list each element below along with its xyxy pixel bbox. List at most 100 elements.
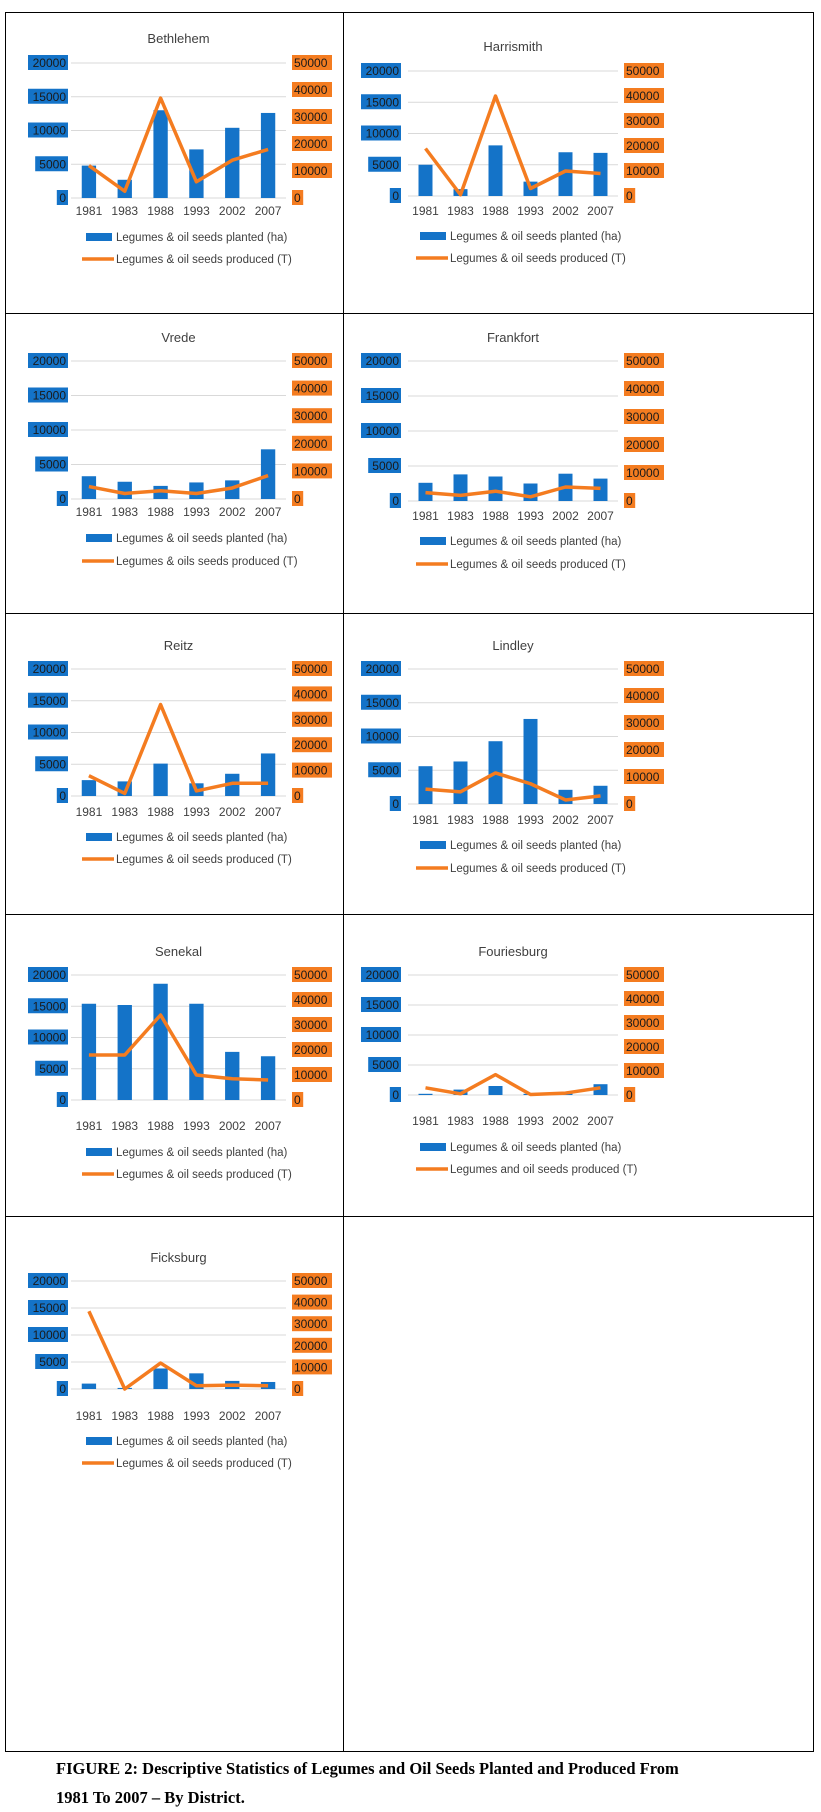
bar-planted-1988 bbox=[153, 984, 167, 1100]
right-tick-label: 30000 bbox=[626, 1016, 660, 1030]
right-tick-label: 50000 bbox=[626, 662, 660, 676]
legend-label-planted: Legumes & oil seeds planted (ha) bbox=[450, 231, 621, 243]
x-tick-label: 1993 bbox=[183, 1409, 210, 1423]
left-tick-label: 20000 bbox=[33, 1274, 67, 1288]
legend-label-produced: Legumes & oil seeds produced (T) bbox=[116, 854, 292, 866]
chart-title: Frankfort bbox=[487, 330, 539, 345]
right-tick-label: 10000 bbox=[294, 164, 328, 178]
x-tick-label: 2007 bbox=[587, 1114, 614, 1128]
left-tick-label: 20000 bbox=[33, 56, 67, 70]
figure-caption: FIGURE 2: Descriptive Statistics of Legu… bbox=[56, 1754, 796, 1812]
legend-label-produced: Legumes & oil seeds produced (T) bbox=[450, 253, 626, 265]
chart-title: Reitz bbox=[164, 638, 194, 653]
left-tick-label: 15000 bbox=[366, 696, 400, 710]
x-tick-label: 1983 bbox=[447, 509, 474, 523]
x-tick-label: 2007 bbox=[255, 1119, 282, 1133]
right-tick-label: 10000 bbox=[626, 770, 660, 784]
empty-panel bbox=[344, 1217, 813, 1751]
x-tick-label: 2002 bbox=[552, 204, 579, 218]
left-tick-label: 5000 bbox=[39, 157, 66, 171]
x-tick-label: 1988 bbox=[482, 813, 509, 827]
left-tick-label: 0 bbox=[392, 494, 399, 508]
right-tick-label: 10000 bbox=[626, 466, 660, 480]
left-tick-label: 0 bbox=[59, 789, 66, 803]
line-produced bbox=[89, 1015, 268, 1080]
x-tick-label: 2002 bbox=[219, 505, 246, 519]
chart-senekal: Senekal200001500010000500005000040000300… bbox=[6, 915, 344, 1217]
x-tick-label: 1993 bbox=[517, 204, 544, 218]
line-produced bbox=[89, 476, 268, 494]
right-tick-label: 10000 bbox=[294, 1360, 328, 1374]
right-tick-label: 40000 bbox=[626, 89, 660, 103]
x-tick-label: 1981 bbox=[76, 1119, 103, 1133]
left-tick-label: 5000 bbox=[39, 1355, 66, 1369]
bar-planted-1993 bbox=[524, 719, 538, 804]
left-tick-label: 10000 bbox=[366, 424, 400, 438]
legend-label-planted: Legumes & oil seeds planted (ha) bbox=[450, 840, 621, 852]
right-tick-label: 0 bbox=[294, 1382, 301, 1396]
right-tick-label: 30000 bbox=[294, 1018, 328, 1032]
right-tick-label: 10000 bbox=[294, 764, 328, 778]
x-tick-label: 1981 bbox=[76, 204, 103, 218]
legend-label-produced: Legumes & oil seeds produced (T) bbox=[450, 559, 626, 571]
left-tick-label: 10000 bbox=[33, 124, 67, 138]
x-tick-label: 1993 bbox=[517, 509, 544, 523]
legend-label-planted: Legumes & oil seeds planted (ha) bbox=[116, 232, 287, 244]
left-tick-label: 5000 bbox=[372, 158, 399, 172]
right-tick-label: 10000 bbox=[626, 1064, 660, 1078]
left-tick-label: 0 bbox=[59, 191, 66, 205]
bar-planted-1993 bbox=[189, 482, 203, 499]
legend-swatch-planted bbox=[420, 1143, 446, 1151]
x-tick-label: 1983 bbox=[447, 204, 474, 218]
bar-planted-1981 bbox=[419, 165, 433, 196]
x-tick-label: 1993 bbox=[183, 1119, 210, 1133]
left-tick-label: 20000 bbox=[366, 662, 400, 676]
left-tick-label: 20000 bbox=[366, 64, 400, 78]
x-tick-label: 1981 bbox=[76, 805, 103, 819]
bar-planted-1993 bbox=[189, 1004, 203, 1100]
x-tick-label: 2007 bbox=[255, 805, 282, 819]
right-tick-label: 0 bbox=[294, 789, 301, 803]
chart-title: Lindley bbox=[492, 638, 534, 653]
right-tick-label: 50000 bbox=[294, 1274, 328, 1288]
x-tick-label: 2007 bbox=[255, 204, 282, 218]
x-tick-label: 1983 bbox=[111, 204, 138, 218]
left-tick-label: 15000 bbox=[366, 389, 400, 403]
legend-label-planted: Legumes & oil seeds planted (ha) bbox=[116, 533, 287, 545]
left-tick-label: 10000 bbox=[366, 127, 400, 141]
bar-planted-1988 bbox=[153, 110, 167, 198]
right-tick-label: 20000 bbox=[626, 139, 660, 153]
x-tick-label: 1983 bbox=[447, 1114, 474, 1128]
right-tick-label: 20000 bbox=[294, 1043, 328, 1057]
legend-label-produced: Legumes & oils seeds produced (T) bbox=[116, 556, 298, 568]
right-tick-label: 20000 bbox=[626, 743, 660, 757]
left-tick-label: 5000 bbox=[372, 763, 399, 777]
bar-planted-2002 bbox=[225, 1052, 239, 1100]
x-tick-label: 1993 bbox=[517, 1114, 544, 1128]
x-tick-label: 1981 bbox=[412, 509, 439, 523]
x-tick-label: 1981 bbox=[412, 1114, 439, 1128]
bar-planted-1983 bbox=[454, 761, 468, 804]
x-tick-label: 1993 bbox=[517, 813, 544, 827]
chart-bethlehem: Bethlehem2000015000100005000050000400003… bbox=[6, 13, 344, 314]
x-tick-label: 1988 bbox=[147, 1119, 174, 1133]
chart-title: Harrismith bbox=[483, 39, 542, 54]
x-tick-label: 1988 bbox=[482, 204, 509, 218]
legend-label-planted: Legumes & oil seeds planted (ha) bbox=[116, 832, 287, 844]
left-tick-label: 15000 bbox=[366, 998, 400, 1012]
right-tick-label: 10000 bbox=[626, 164, 660, 178]
bar-planted-1981 bbox=[82, 780, 96, 796]
left-tick-label: 15000 bbox=[366, 95, 400, 109]
chart-vrede: Vrede20000150001000050000500004000030000… bbox=[6, 314, 344, 614]
chart-fouriesburg: Fouriesburg20000150001000050000500004000… bbox=[344, 915, 813, 1217]
bar-planted-1988 bbox=[489, 477, 503, 502]
right-tick-label: 30000 bbox=[294, 713, 328, 727]
bar-planted-2007 bbox=[261, 449, 275, 499]
left-tick-label: 10000 bbox=[33, 726, 67, 740]
right-tick-label: 40000 bbox=[626, 992, 660, 1006]
line-produced bbox=[426, 487, 601, 497]
x-tick-label: 1983 bbox=[111, 1409, 138, 1423]
right-tick-label: 40000 bbox=[626, 689, 660, 703]
